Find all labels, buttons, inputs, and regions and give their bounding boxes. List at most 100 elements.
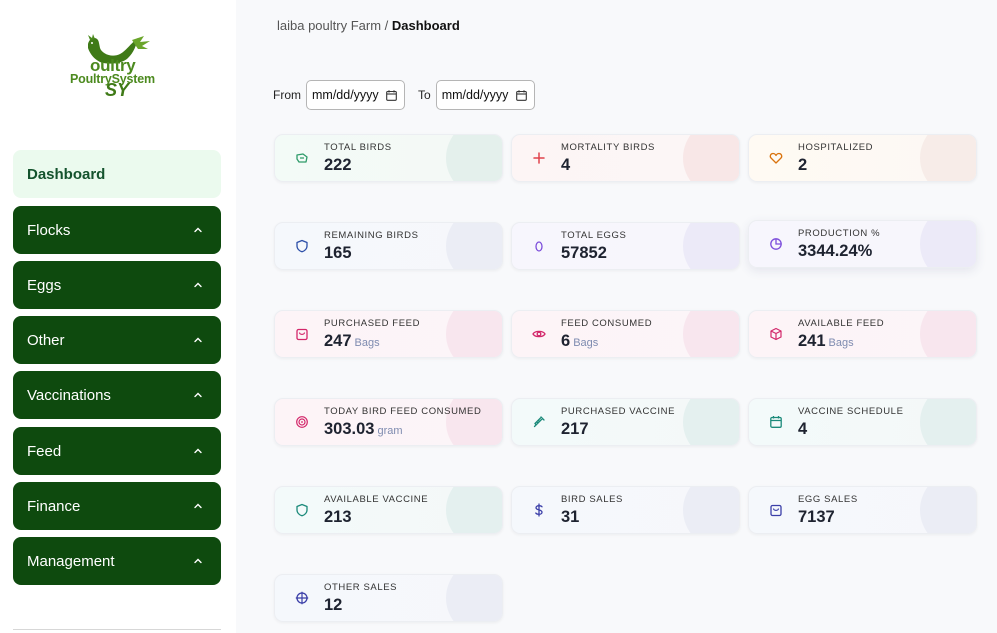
card-unit: Bags <box>354 337 380 349</box>
from-date-value: mm/dd/yyyy <box>312 88 379 102</box>
card-label: TOTAL EGGS <box>561 230 627 241</box>
card-label: AVAILABLE VACCINE <box>324 494 429 505</box>
stat-card-vaccine-schedule[interactable]: VACCINE SCHEDULE 4 <box>748 398 977 446</box>
card-decoration <box>920 311 976 357</box>
card-unit: Bags <box>828 337 854 349</box>
card-value: 6 Bags <box>561 332 599 350</box>
sidebar-item-eggs[interactable]: Eggs <box>13 261 221 309</box>
logo-text: oultry <box>90 56 136 75</box>
card-decoration <box>920 399 976 445</box>
card-label: VACCINE SCHEDULE <box>798 406 904 417</box>
card-decoration <box>446 135 502 181</box>
chevron-up-icon <box>194 227 202 233</box>
stat-card-production[interactable]: PRODUCTION % 3344.24% <box>748 220 977 268</box>
card-value: 4 <box>798 420 808 438</box>
sidebar-item-dashboard[interactable]: Dashboard <box>13 150 221 198</box>
sidebar-item-label: Other <box>27 331 65 349</box>
card-decoration <box>683 135 739 181</box>
card-label: AVAILABLE FEED <box>798 318 885 329</box>
sidebar-item-feed[interactable]: Feed <box>13 427 221 475</box>
to-label: To <box>418 88 431 102</box>
bag-icon <box>770 504 782 517</box>
chevron-up-icon <box>194 503 202 509</box>
stat-card-remaining-birds[interactable]: REMAINING BIRDS 165 <box>274 222 503 270</box>
rooster-logo-icon <box>88 34 150 64</box>
logo-subtitle: PoultrySystem <box>70 72 155 86</box>
card-value: 3344.24% <box>798 242 873 260</box>
stat-card-hospitalized[interactable]: HOSPITALIZED 2 <box>748 134 977 182</box>
to-date-input[interactable]: mm/dd/yyyy <box>435 80 535 110</box>
card-decoration <box>446 487 502 533</box>
card-value: 213 <box>324 508 352 526</box>
card-value: 2 <box>798 156 808 174</box>
stat-card-egg-sales[interactable]: EGG SALES 7137 <box>748 486 977 534</box>
card-label: PURCHASED FEED <box>324 318 421 329</box>
card-decoration <box>920 135 976 181</box>
sidebar-item-label: Finance <box>27 497 81 515</box>
bag-icon <box>296 328 308 341</box>
dollar-icon <box>535 503 543 517</box>
stat-card-total-eggs[interactable]: TOTAL EGGS 57852 <box>511 222 740 270</box>
card-value: 12 <box>324 596 343 614</box>
card-unit: Bags <box>573 337 599 349</box>
stat-card-total-birds[interactable]: TOTAL BIRDS 222 <box>274 134 503 182</box>
sidebar-item-management[interactable]: Management <box>13 537 221 585</box>
card-label: EGG SALES <box>798 494 858 505</box>
stat-card-feed-consumed[interactable]: FEED CONSUMED 6 Bags <box>511 310 740 358</box>
chevron-up-icon <box>194 448 202 454</box>
calendar-icon[interactable] <box>515 90 527 101</box>
stat-card-today-bird-feed-consumed[interactable]: TODAY BIRD FEED CONSUMED 303.03 gram <box>274 398 503 446</box>
card-label: REMAINING BIRDS <box>324 230 419 241</box>
app-logo[interactable]: oultry PoultrySystem SY <box>62 34 172 106</box>
breadcrumb-farm[interactable]: laiba poultry Farm <box>277 18 382 33</box>
sidebar-item-label: Management <box>27 552 115 570</box>
card-label: TODAY BIRD FEED CONSUMED <box>324 406 482 417</box>
sidebar-item-other[interactable]: Other <box>13 316 221 364</box>
chevron-up-icon <box>194 558 202 564</box>
sidebar-item-label: Feed <box>27 442 62 460</box>
card-value: 4 <box>561 156 571 174</box>
stat-card-mortality-birds[interactable]: MORTALITY BIRDS 4 <box>511 134 740 182</box>
logo-mark: SY <box>105 80 130 100</box>
card-value: 241 Bags <box>798 332 854 350</box>
shield-icon <box>296 239 308 253</box>
card-value: 57852 <box>561 244 607 262</box>
card-decoration <box>683 487 739 533</box>
sidebar-item-finance[interactable]: Finance <box>13 482 221 530</box>
card-value: 222 <box>324 156 352 174</box>
card-unit: gram <box>377 425 403 437</box>
card-value: 217 <box>561 420 589 438</box>
egg-icon <box>535 241 543 252</box>
calendar-icon[interactable] <box>386 90 397 101</box>
stat-card-available-feed[interactable]: AVAILABLE FEED 241 Bags <box>748 310 977 358</box>
from-date-input[interactable]: mm/dd/yyyy <box>306 80 405 110</box>
card-label: PRODUCTION % <box>798 228 881 239</box>
sidebar-item-vaccinations[interactable]: Vaccinations <box>13 371 221 419</box>
card-decoration <box>446 575 502 621</box>
card-value: 7137 <box>798 508 835 526</box>
stat-card-other-sales[interactable]: OTHER SALES 12 <box>274 574 503 622</box>
shield-icon <box>296 503 308 517</box>
card-decoration <box>683 399 739 445</box>
sidebar-item-label: Flocks <box>27 221 71 239</box>
stat-card-available-vaccine[interactable]: AVAILABLE VACCINE 213 <box>274 486 503 534</box>
pie-chart-icon <box>770 238 782 250</box>
to-date-value: mm/dd/yyyy <box>441 88 509 102</box>
syringe-icon <box>533 416 545 428</box>
box-icon <box>770 327 782 341</box>
card-value: 165 <box>324 244 352 262</box>
card-decoration <box>920 221 976 267</box>
card-label: MORTALITY BIRDS <box>561 142 655 153</box>
sidebar-item-flocks[interactable]: Flocks <box>13 206 221 254</box>
sidebar: oultry PoultrySystem SY Dashboard Flocks… <box>0 0 236 633</box>
birds-icon <box>296 153 308 163</box>
stat-card-purchased-vaccine[interactable]: PURCHASED VACCINE 217 <box>511 398 740 446</box>
stat-card-bird-sales[interactable]: BIRD SALES 31 <box>511 486 740 534</box>
card-decoration <box>446 399 502 445</box>
from-label: From <box>273 88 301 102</box>
stat-card-purchased-feed[interactable]: PURCHASED FEED 247 Bags <box>274 310 503 358</box>
sidebar-divider <box>13 629 221 630</box>
card-label: TOTAL BIRDS <box>324 142 392 153</box>
breadcrumb-separator: / <box>381 18 392 33</box>
